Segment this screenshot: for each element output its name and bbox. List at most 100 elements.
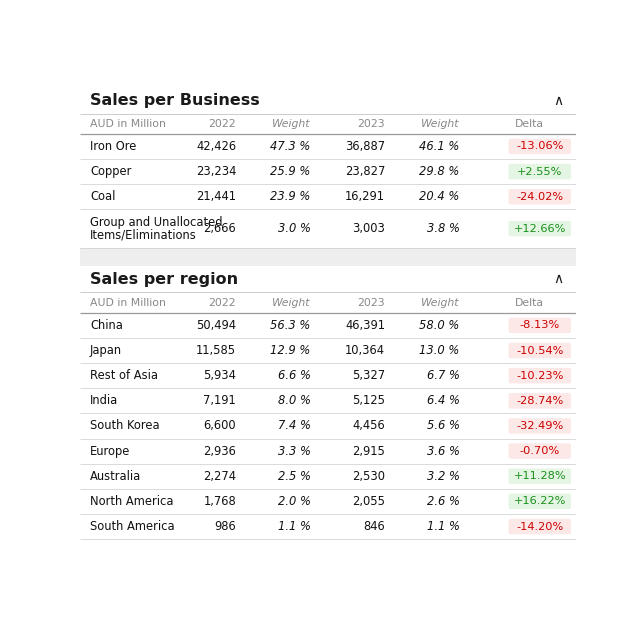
FancyBboxPatch shape [509, 368, 571, 383]
Text: Copper: Copper [90, 165, 131, 178]
Text: Weight: Weight [421, 119, 460, 129]
Text: 2022: 2022 [209, 119, 236, 129]
Text: 36,887: 36,887 [345, 140, 385, 153]
Text: -32.49%: -32.49% [516, 421, 563, 431]
Text: China: China [90, 319, 123, 332]
FancyBboxPatch shape [509, 221, 571, 236]
Text: 5,934: 5,934 [204, 369, 236, 382]
Text: 2,530: 2,530 [352, 470, 385, 483]
Text: Iron Ore: Iron Ore [90, 140, 136, 153]
Text: +12.66%: +12.66% [514, 224, 566, 234]
Text: -13.06%: -13.06% [516, 141, 563, 151]
Text: 4,456: 4,456 [352, 420, 385, 433]
Text: 58.0 %: 58.0 % [419, 319, 460, 332]
Text: -8.13%: -8.13% [520, 320, 560, 330]
Text: -28.74%: -28.74% [516, 396, 563, 406]
Text: Weight: Weight [272, 298, 310, 308]
Bar [80, 248, 576, 266]
Text: 25.9 %: 25.9 % [270, 165, 310, 178]
Text: 3,003: 3,003 [352, 222, 385, 235]
Text: 7,191: 7,191 [204, 394, 236, 408]
Text: 2,915: 2,915 [352, 445, 385, 458]
Text: Delta: Delta [515, 119, 544, 129]
Text: 8.0 %: 8.0 % [278, 394, 310, 408]
Text: Group and Unallocated: Group and Unallocated [90, 215, 223, 229]
FancyBboxPatch shape [509, 189, 571, 205]
Text: Sales per region: Sales per region [90, 272, 238, 287]
FancyBboxPatch shape [509, 468, 571, 484]
Text: Europe: Europe [90, 445, 131, 458]
Text: Sales per Business: Sales per Business [90, 93, 260, 108]
Text: -0.70%: -0.70% [520, 446, 560, 456]
Text: Weight: Weight [421, 298, 460, 308]
Text: 2,936: 2,936 [204, 445, 236, 458]
Text: North America: North America [90, 495, 173, 508]
Text: 1.1 %: 1.1 % [427, 520, 460, 533]
Text: 46,391: 46,391 [345, 319, 385, 332]
Text: Rest of Asia: Rest of Asia [90, 369, 158, 382]
FancyBboxPatch shape [509, 318, 571, 333]
Text: 11,585: 11,585 [196, 344, 236, 357]
Text: 2.0 %: 2.0 % [278, 495, 310, 508]
Text: Coal: Coal [90, 190, 115, 203]
Text: 21,441: 21,441 [196, 190, 236, 203]
Text: 29.8 %: 29.8 % [419, 165, 460, 178]
Text: 6,600: 6,600 [204, 420, 236, 433]
Text: 56.3 %: 56.3 % [270, 319, 310, 332]
FancyBboxPatch shape [509, 343, 571, 358]
Text: ∧: ∧ [554, 94, 564, 107]
Text: 2.6 %: 2.6 % [427, 495, 460, 508]
Text: 2.5 %: 2.5 % [278, 470, 310, 483]
Text: 23.9 %: 23.9 % [270, 190, 310, 203]
Text: +2.55%: +2.55% [517, 166, 563, 176]
Text: 20.4 %: 20.4 % [419, 190, 460, 203]
Text: 3.6 %: 3.6 % [427, 445, 460, 458]
Text: AUD in Million: AUD in Million [90, 298, 166, 308]
Text: 5.6 %: 5.6 % [427, 420, 460, 433]
Text: 50,494: 50,494 [196, 319, 236, 332]
Text: +11.28%: +11.28% [513, 471, 566, 481]
Text: Weight: Weight [272, 119, 310, 129]
Text: Japan: Japan [90, 344, 122, 357]
Text: 2,666: 2,666 [204, 222, 236, 235]
Text: 3.0 %: 3.0 % [278, 222, 310, 235]
Text: 13.0 %: 13.0 % [419, 344, 460, 357]
Text: 16,291: 16,291 [345, 190, 385, 203]
Text: Delta: Delta [515, 298, 544, 308]
Text: 5,125: 5,125 [352, 394, 385, 408]
Text: 6.6 %: 6.6 % [278, 369, 310, 382]
FancyBboxPatch shape [509, 164, 571, 180]
Text: 2022: 2022 [209, 298, 236, 308]
Text: AUD in Million: AUD in Million [90, 119, 166, 129]
Text: ∧: ∧ [554, 273, 564, 286]
Text: 47.3 %: 47.3 % [270, 140, 310, 153]
Text: 23,827: 23,827 [345, 165, 385, 178]
Text: -14.20%: -14.20% [516, 521, 563, 531]
Text: South America: South America [90, 520, 175, 533]
Text: 2023: 2023 [357, 298, 385, 308]
Text: Australia: Australia [90, 470, 141, 483]
Text: 2,274: 2,274 [204, 470, 236, 483]
Text: -10.23%: -10.23% [516, 371, 563, 381]
Text: 46.1 %: 46.1 % [419, 140, 460, 153]
Text: South Korea: South Korea [90, 420, 159, 433]
FancyBboxPatch shape [509, 494, 571, 509]
Text: 2023: 2023 [357, 119, 385, 129]
FancyBboxPatch shape [509, 393, 571, 409]
Text: 7.4 %: 7.4 % [278, 420, 310, 433]
Text: 1.1 %: 1.1 % [278, 520, 310, 533]
Text: 1,768: 1,768 [204, 495, 236, 508]
Text: 6.7 %: 6.7 % [427, 369, 460, 382]
FancyBboxPatch shape [509, 443, 571, 459]
Text: 846: 846 [364, 520, 385, 533]
Text: -10.54%: -10.54% [516, 345, 563, 355]
Text: +16.22%: +16.22% [514, 496, 566, 506]
Text: 12.9 %: 12.9 % [270, 344, 310, 357]
Text: 23,234: 23,234 [196, 165, 236, 178]
FancyBboxPatch shape [509, 418, 571, 434]
Text: 3.3 %: 3.3 % [278, 445, 310, 458]
Text: 3.2 %: 3.2 % [427, 470, 460, 483]
FancyBboxPatch shape [509, 519, 571, 534]
Text: 10,364: 10,364 [345, 344, 385, 357]
Text: India: India [90, 394, 118, 408]
